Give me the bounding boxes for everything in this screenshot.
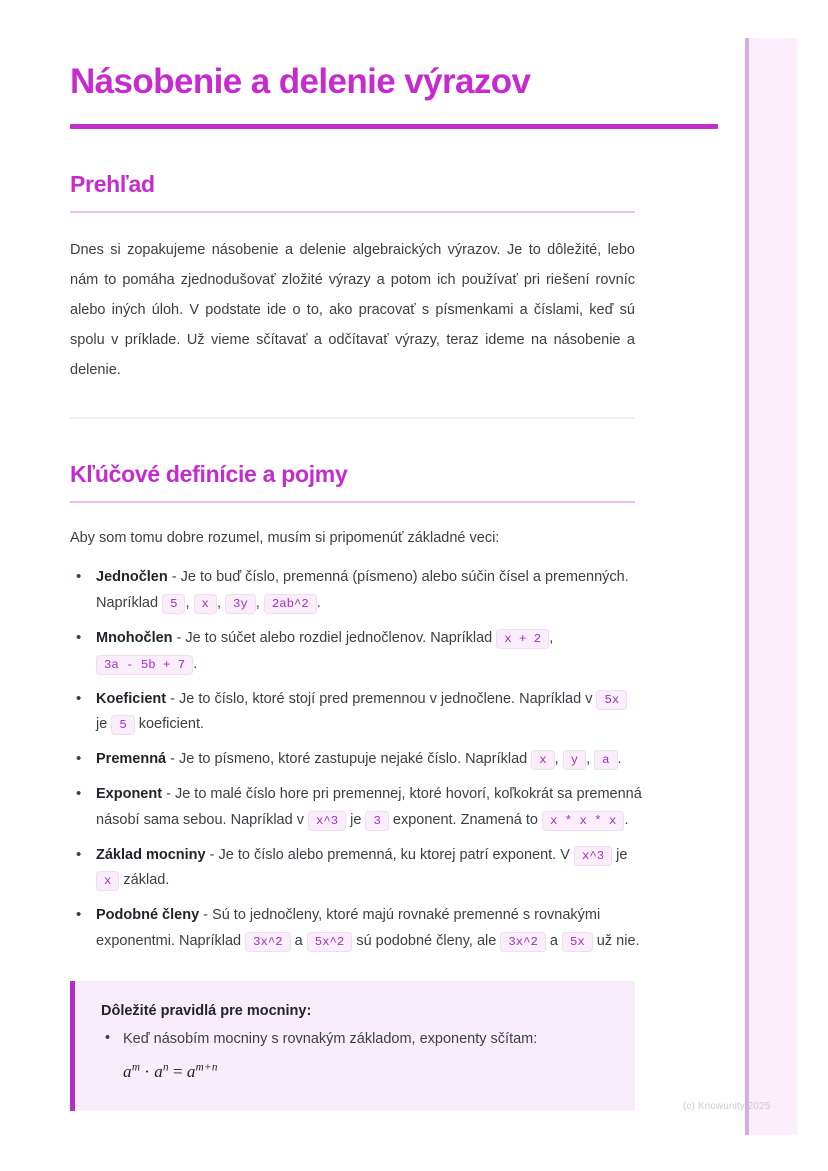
term-dash: -	[166, 690, 179, 707]
term-sep: ,	[216, 595, 225, 612]
term-sep: je	[612, 846, 628, 863]
code-chip: 3a - 5b + 7	[96, 654, 194, 675]
term-name: Podobné členy	[96, 907, 200, 924]
code-chip: a	[594, 750, 618, 771]
section-heading-overview: Prehľad	[70, 171, 155, 198]
callout-rule-text: Keď násobím mocniny s rovnakým základom,…	[123, 1030, 538, 1047]
code-chip: 3	[365, 810, 389, 831]
code-chip: x + 2	[496, 628, 550, 649]
term-tail: .	[193, 655, 198, 672]
term-tail: už nie.	[592, 932, 640, 949]
code-chip: x	[531, 750, 555, 771]
code-chip: 5x	[562, 931, 593, 952]
code-chip: 3y	[225, 594, 256, 615]
term-dash: -	[162, 785, 175, 802]
list-item: Mnohočlen - Je to súčet alebo rozdiel je…	[70, 625, 642, 678]
term-dash: -	[172, 629, 186, 646]
formula-base-2: a	[154, 1062, 163, 1082]
code-chip: x^3	[307, 810, 347, 831]
term-name: Jednočlen	[96, 569, 168, 586]
callout-title: Dôležité pravidlá pre mocniny:	[101, 1002, 312, 1019]
code-chip: x	[193, 594, 217, 615]
formula-exp-1: m	[131, 1061, 141, 1074]
term-tail: základ.	[119, 872, 170, 889]
term-sep: sú podobné členy, ale	[352, 932, 501, 949]
callout-rules-list: Keď násobím mocniny s rovnakým základom,…	[101, 1026, 611, 1088]
term-sep: ,	[586, 751, 595, 768]
term-tail: .	[624, 811, 629, 828]
term-name: Mnohočlen	[96, 629, 173, 646]
code-chip: 5	[111, 715, 135, 736]
term-tail: koeficient.	[134, 716, 205, 733]
list-item: Jednočlen - Je to buď číslo, premenná (p…	[70, 564, 642, 617]
term-text: Je to buď číslo, premenná (písmeno) aleb…	[96, 569, 629, 612]
code-chip: 3x^2	[500, 931, 546, 952]
formula-base-1: a	[123, 1062, 132, 1082]
term-sep: ,	[554, 751, 563, 768]
formula-equals: =	[172, 1062, 183, 1082]
term-sep: je	[96, 716, 112, 733]
list-item: Premenná - Je to písmeno, ktoré zastupuj…	[70, 746, 642, 773]
code-chip: 5	[162, 594, 186, 615]
right-edge-decoration	[745, 38, 797, 1135]
term-tail: .	[316, 595, 321, 612]
term-sep: a	[545, 932, 563, 949]
list-item: Podobné členy - Sú to jednočleny, ktoré …	[70, 902, 642, 955]
term-tail: .	[617, 751, 622, 768]
list-item: Exponent - Je to malé číslo hore pri pre…	[70, 781, 642, 834]
term-name: Základ mocniny	[96, 846, 206, 863]
term-dash: -	[199, 907, 213, 924]
term-text: Je to číslo, ktoré stojí pred premennou …	[178, 690, 597, 707]
term-sep: ,	[549, 629, 554, 646]
term-text: Je to číslo alebo premenná, ku ktorej pa…	[218, 846, 574, 863]
formula-exp-2: n	[163, 1061, 169, 1074]
right-edge-accent-line	[745, 38, 749, 1135]
term-text: Je to písmeno, ktoré zastupuje nejaké čí…	[179, 751, 532, 768]
term-dash: -	[205, 846, 219, 863]
term-dash: -	[167, 569, 181, 586]
list-item: Koeficient - Je to číslo, ktoré stojí pr…	[70, 686, 642, 739]
section-divider-definitions	[70, 501, 635, 504]
term-name: Koeficient	[96, 690, 167, 707]
code-chip: y	[562, 750, 587, 771]
list-item: Keď násobím mocniny s rovnakým základom,…	[101, 1026, 611, 1088]
term-sep: ,	[185, 595, 194, 612]
list-item: Základ mocniny - Je to číslo alebo preme…	[70, 842, 642, 895]
code-chip: x^3	[573, 845, 613, 866]
code-chip: x * x * x	[542, 810, 625, 831]
term-text: Je to malé číslo hore pri premennej, kto…	[96, 785, 642, 828]
title-divider	[70, 124, 718, 130]
term-sep: ,	[255, 595, 264, 612]
term-sep: exponent. Znamená to	[388, 811, 543, 828]
term-text: Je to súčet alebo rozdiel jednočlenov. N…	[185, 629, 497, 646]
term-name: Exponent	[96, 785, 163, 802]
term-sep: je	[346, 811, 366, 828]
term-text: Sú to jednočleny, ktoré majú rovnaké pre…	[96, 907, 601, 949]
overview-paragraph: Dnes si zopakujeme násobenie a delenie a…	[70, 242, 635, 379]
code-chip: 5x	[596, 689, 628, 710]
copyright-watermark: (c) Knowunity 2025	[683, 1101, 771, 1112]
formula-base-3: a	[186, 1062, 196, 1082]
formula-operator: ·	[144, 1062, 151, 1082]
code-chip: 5x^2	[306, 931, 353, 952]
page-title: Násobenie a delenie výrazov	[70, 62, 531, 101]
term-name: Premenná	[96, 751, 167, 768]
code-chip: x	[96, 871, 120, 892]
section-divider-overview	[70, 211, 635, 214]
callout-box-power-rules: Dôležité pravidlá pre mocniny: Keď násob…	[70, 980, 635, 1112]
definitions-list: Jednočlen - Je to buď číslo, premenná (p…	[70, 564, 642, 955]
definitions-lead-text: Aby som tomu dobre rozumel, musím si pri…	[70, 530, 500, 547]
term-sep: a	[290, 932, 307, 949]
math-formula: am · an = am+n	[123, 1058, 611, 1087]
term-dash: -	[166, 751, 180, 768]
code-chip: 2ab^2	[263, 594, 317, 615]
section-heading-definitions: Kľúčové definície a pojmy	[70, 461, 348, 488]
formula-exp-3: m+n	[195, 1061, 218, 1074]
document-content: Násobenie a delenie výrazov Prehľad Dnes…	[70, 62, 718, 1112]
content-divider	[70, 417, 635, 420]
code-chip: 3x^2	[245, 931, 291, 952]
